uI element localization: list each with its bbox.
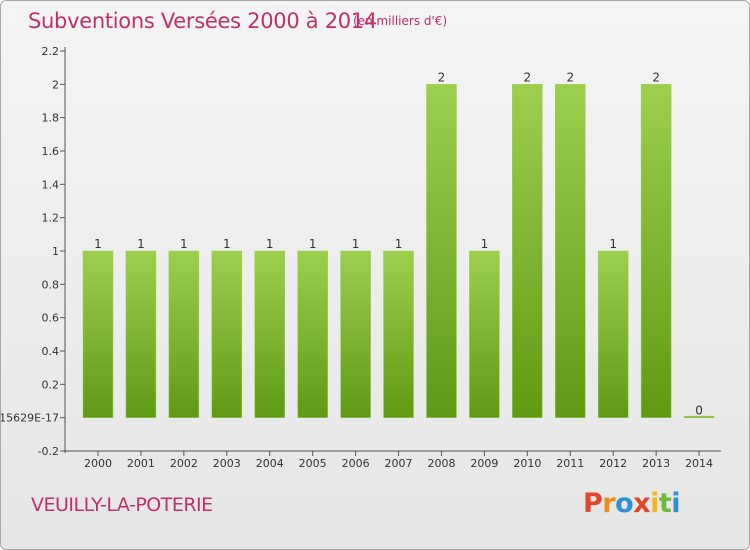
y-tick-label: -1.15629E-17 [1,412,59,425]
y-tick-label: 2.2 [42,45,60,58]
data-label: 2 [438,70,446,84]
x-tick-label: 2014 [685,457,713,470]
y-tick-label: 1.8 [42,112,60,125]
bar [297,250,328,418]
logo-letter: P [583,488,603,519]
chart-title: Subventions Versées 2000 à 2014 [28,9,377,33]
logo-letter: t [658,488,672,519]
logo-letter: i [671,488,681,519]
x-tick-label: 2001 [127,457,155,470]
y-tick-label: 0.2 [42,378,60,391]
commune-name: VEUILLY-LA-POTERIE [31,494,213,516]
proxiti-logo[interactable]: Proxiti [583,488,681,519]
logo-letter: i [650,488,659,519]
data-label: 1 [481,237,489,251]
x-tick-label: 2010 [513,457,541,470]
x-tick-label: 2002 [170,457,198,470]
x-tick-label: 2011 [556,457,584,470]
data-label: 1 [266,237,274,251]
y-tick-label: 0.8 [42,278,60,291]
x-tick-label: 2000 [84,457,112,470]
data-label: 1 [309,237,317,251]
data-label: 1 [223,237,231,251]
bar [512,84,543,418]
data-label: 1 [94,237,102,251]
bar [426,84,457,418]
x-tick-label: 2004 [256,457,284,470]
y-tick-label: 1 [52,245,59,258]
x-tick-label: 2012 [599,457,627,470]
y-tick-label: 1.4 [42,178,60,191]
bar [82,250,114,418]
bar [683,415,715,418]
y-tick-label: -0.2 [38,445,59,458]
logo-letter: x [633,488,651,519]
x-tick-label: 2003 [213,457,241,470]
bar [254,250,285,418]
bar [340,250,371,418]
bar [383,250,414,418]
bar [469,250,500,418]
y-tick-label: 0.6 [42,312,60,325]
x-tick-label: 2005 [299,457,327,470]
data-label: 1 [137,237,145,251]
y-tick-label: 1.2 [42,212,60,225]
logo-letter: o [615,488,634,519]
bar [125,250,157,418]
data-label: 2 [652,70,660,84]
data-label: 1 [395,237,403,251]
chart-subtitle: (en milliers d'€) [353,14,448,28]
bar [555,84,586,418]
bar [640,84,672,418]
logo-letter: r [602,488,616,519]
y-tick-label: 2 [52,78,59,91]
x-tick-label: 2006 [342,457,370,470]
data-label: 2 [566,70,574,84]
bar [211,250,243,418]
bar [168,250,200,418]
data-label: 1 [352,237,360,251]
x-tick-label: 2009 [470,457,498,470]
x-tick-label: 2008 [427,457,455,470]
x-tick-label: 2007 [385,457,413,470]
bar [597,250,629,418]
y-tick-label: 0.4 [42,345,60,358]
data-label: 1 [180,237,188,251]
y-tick-label: 1.6 [42,145,60,158]
x-tick-label: 2013 [642,457,670,470]
data-label: 2 [524,70,532,84]
data-label: 1 [609,237,617,251]
data-label: 0 [695,404,703,418]
